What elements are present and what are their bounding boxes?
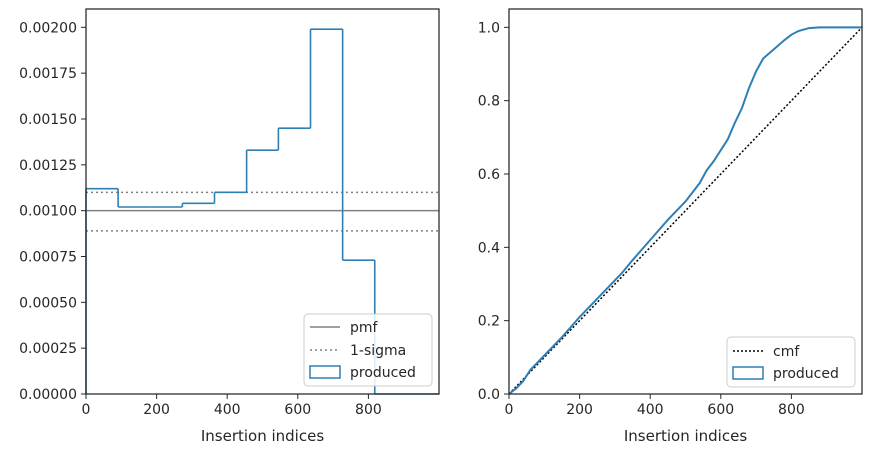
produced-cdf-point [808, 27, 810, 29]
y-tick-label: 1.0 [478, 20, 500, 36]
produced-cdf-point [596, 297, 599, 300]
legend-produced-label: produced [773, 366, 839, 382]
cmf-panel: 0 200 400 600 800 0.0 0.2 0.4 0.6 0.8 1.0 Insertion… [478, 8, 863, 445]
produced-cdf-point [515, 387, 517, 390]
produced-cdf-point [684, 200, 687, 203]
legend-produced-label: produced [350, 365, 416, 381]
legend-box [303, 313, 433, 387]
x-tick-label: 400 [214, 402, 241, 418]
axes-frame [85, 8, 440, 395]
y-tick-label: 0.00175 [19, 66, 77, 82]
x-tick-label: 400 [637, 402, 664, 418]
produced-cdf-point [614, 279, 616, 282]
produced-cdf-point [720, 149, 722, 151]
y-tick-label: 0.2 [478, 314, 500, 330]
y-tick-label: 0.00025 [19, 341, 77, 357]
produced-cdf-point [748, 87, 750, 89]
produced-cdf-point [522, 380, 524, 382]
cmf-line [508, 26, 863, 395]
produced-cdf-point [818, 26, 821, 29]
produced-cdf-point [561, 336, 563, 338]
y-tick-label: 0.0 [478, 387, 500, 403]
produced-cdf-point [698, 182, 701, 184]
legend-sigma-label: 1-sigma [350, 343, 406, 359]
produced-cdf-point [536, 362, 539, 364]
produced-cdf-point [543, 354, 546, 357]
x-tick-label: 200 [143, 402, 170, 418]
y-tick-label: 0.8 [478, 94, 500, 110]
x-tick-label: 800 [778, 402, 805, 418]
x-axis-label: Insertion indices [624, 427, 747, 445]
legend-produced-swatch [309, 365, 341, 379]
produced-cdf-point [649, 239, 651, 241]
y-tick-label: 0.00100 [19, 204, 77, 220]
x-tick-label: 0 [82, 402, 91, 418]
y-tick-label: 0.00075 [19, 250, 77, 266]
produced-cdf-point [772, 48, 775, 51]
produced-cdf-point [667, 219, 669, 221]
x-tick-label: 200 [566, 402, 593, 418]
produced-cdf-point [727, 138, 729, 140]
produced-cdf-point [529, 369, 531, 371]
produced-cdf-point [621, 272, 623, 274]
produced-cdf-point [797, 30, 800, 32]
legend-pmf-label: pmf [350, 320, 379, 336]
legend-box [726, 336, 856, 388]
y-tick-label: 0.6 [478, 167, 500, 183]
x-tick-label: 0 [505, 402, 514, 418]
y-tick-label: 0.4 [478, 240, 500, 256]
x-tick-label: 600 [707, 402, 734, 418]
produced-cdf-point [578, 316, 581, 318]
axes-frame [508, 8, 863, 395]
x-tick-label: 600 [284, 402, 311, 418]
y-tick-label: 0.00200 [19, 20, 77, 36]
y-tick-label: 0.00050 [19, 295, 77, 311]
legend-cmf-label: cmf [773, 344, 800, 360]
produced-cdf-point [755, 70, 757, 73]
legend-produced-swatch [732, 366, 764, 380]
x-axis-label: Insertion indices [201, 427, 324, 445]
produced-cdf-point [783, 39, 786, 41]
produced-cdf-point [762, 57, 764, 60]
y-tick-label: 0.00150 [19, 112, 77, 128]
produced-cdf-point [691, 191, 694, 194]
produced-cdf-point [705, 169, 708, 172]
produced-cdf-point [631, 259, 634, 261]
y-tick-label: 0.00125 [19, 158, 77, 174]
pmf-panel: 0 200 400 600 800 0.00000 0.00025 0.00050 0.0007… [19, 8, 440, 445]
produced-cdf-point [790, 33, 793, 36]
produced-cdf-point [734, 121, 736, 124]
produced-cdf-point [741, 107, 743, 109]
x-tick-label: 800 [355, 402, 382, 418]
y-tick-label: 0.00000 [19, 387, 77, 403]
produced-cdf-point [712, 160, 715, 162]
